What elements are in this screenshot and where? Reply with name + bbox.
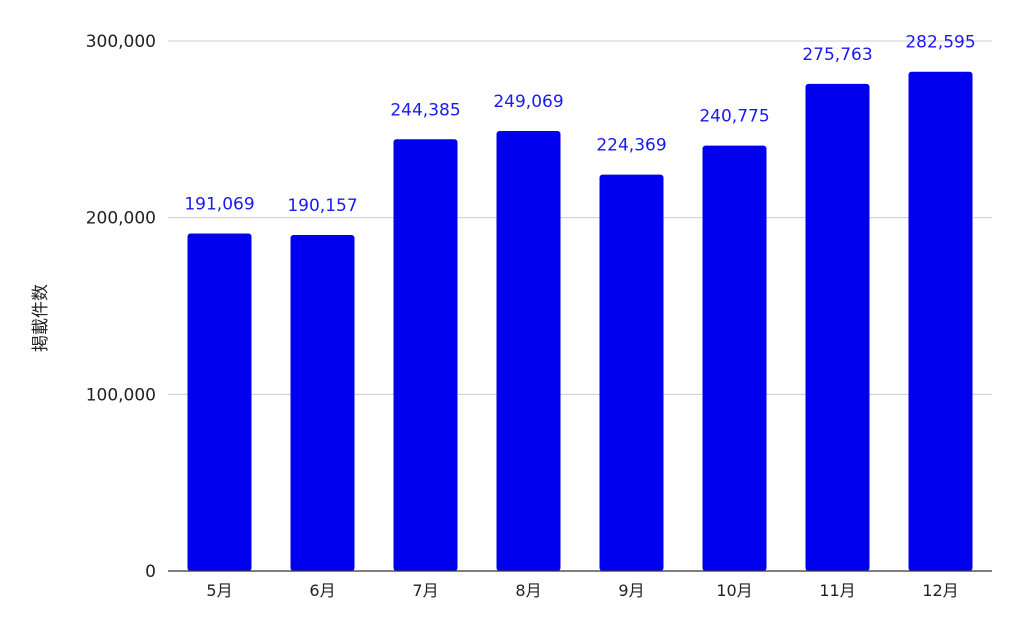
y-axis: 0 100,000 200,000 300,000 <box>86 32 156 582</box>
y-tick-label: 100,000 <box>86 385 156 405</box>
bar <box>290 235 355 571</box>
x-tick-label: 10月 <box>716 581 752 600</box>
bar <box>496 130 561 572</box>
y-tick-label: 200,000 <box>86 209 156 229</box>
bar <box>393 139 458 571</box>
bar <box>599 174 664 572</box>
bar <box>805 83 870 572</box>
bar <box>702 145 767 571</box>
x-tick-label: 6月 <box>309 581 335 600</box>
data-label: 191,069 <box>184 194 254 214</box>
x-axis: 5月 6月 7月 8月 9月 10月 11月 12月 <box>168 570 992 600</box>
x-tick-label: 7月 <box>412 581 438 600</box>
data-label: 275,763 <box>802 45 872 65</box>
data-label: 249,069 <box>493 92 563 112</box>
data-label: 282,595 <box>905 33 975 53</box>
bar <box>187 233 252 571</box>
bars <box>187 71 973 572</box>
data-labels: 191,069 190,157 244,385 249,069 224,369 240,7… <box>184 33 975 216</box>
data-label: 190,157 <box>287 196 357 216</box>
data-label: 224,369 <box>596 136 666 156</box>
x-tick-label: 5月 <box>206 581 232 600</box>
data-label: 244,385 <box>390 100 460 120</box>
y-axis-title: 掲載件数 <box>31 284 51 352</box>
x-tick-label: 12月 <box>922 581 958 600</box>
bar <box>908 71 973 571</box>
y-tick-label: 0 <box>145 562 156 582</box>
data-label: 240,775 <box>699 107 769 127</box>
x-tick-label: 9月 <box>618 581 644 600</box>
y-tick-label: 300,000 <box>86 32 156 52</box>
x-tick-label: 11月 <box>819 581 855 600</box>
x-tick-label: 8月 <box>515 581 541 600</box>
